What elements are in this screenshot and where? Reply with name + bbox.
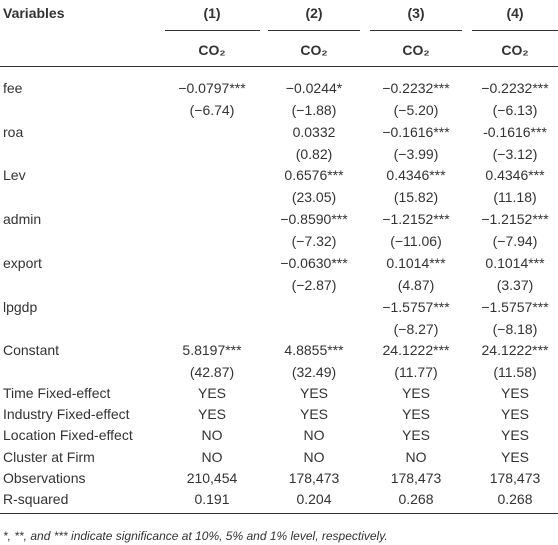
dependent-variable: CO₂ bbox=[501, 42, 529, 58]
coefficient: −0.0797*** bbox=[178, 80, 246, 96]
coefficient: −1.2152*** bbox=[481, 211, 549, 228]
coefficient: 5.8197*** bbox=[182, 342, 242, 359]
cell: YES bbox=[299, 385, 328, 401]
coefficient: −0.0630*** bbox=[280, 254, 348, 271]
column-header: (4) bbox=[506, 5, 524, 21]
cell: NO bbox=[405, 448, 427, 465]
cell: 0.268 bbox=[398, 491, 434, 507]
cell: YES bbox=[401, 385, 430, 401]
row-label: Location Fixed-effect bbox=[3, 427, 133, 444]
cell: 178,473 bbox=[288, 469, 340, 486]
dependent-variable: CO₂ bbox=[402, 42, 430, 58]
cell: 0.268 bbox=[497, 491, 533, 507]
cell: YES bbox=[500, 406, 529, 423]
variable-name: fee bbox=[3, 80, 23, 96]
variable-name: roa bbox=[3, 123, 24, 140]
t-statistic: (−7.32) bbox=[291, 233, 337, 250]
rule bbox=[370, 30, 462, 31]
coefficient: 4.8855*** bbox=[284, 342, 344, 359]
coefficient: 0.4346*** bbox=[386, 167, 446, 184]
cell: YES bbox=[299, 406, 328, 423]
t-statistic: (11.77) bbox=[394, 364, 438, 381]
t-statistic: (−5.20) bbox=[393, 102, 439, 118]
row-label: Industry Fixed-effect bbox=[3, 406, 130, 423]
cell: YES bbox=[401, 427, 430, 444]
coefficient: −0.8590*** bbox=[280, 211, 348, 228]
cell: NO bbox=[201, 427, 223, 444]
coefficient: 24.1222*** bbox=[481, 342, 549, 359]
column-header: (1) bbox=[203, 5, 221, 21]
row-label: Cluster at Firm bbox=[3, 448, 95, 465]
dependent-variable: CO₂ bbox=[198, 42, 226, 58]
rule bbox=[268, 30, 360, 31]
t-statistic: (−11.06) bbox=[390, 233, 442, 250]
t-statistic: (42.87) bbox=[189, 364, 235, 381]
cell: 210,454 bbox=[186, 469, 238, 486]
column-header: (3) bbox=[407, 5, 425, 21]
coefficient: −0.2232*** bbox=[481, 80, 549, 96]
variable-name: lpgdp bbox=[3, 298, 38, 315]
cell: YES bbox=[500, 385, 529, 401]
variable-name: admin bbox=[3, 211, 42, 228]
rule bbox=[472, 30, 558, 31]
coefficient: −0.0244* bbox=[285, 80, 343, 96]
variable-name: Lev bbox=[3, 167, 26, 184]
t-statistic: (−8.18) bbox=[492, 320, 538, 337]
cell: YES bbox=[197, 406, 226, 423]
coefficient: 0.6576*** bbox=[284, 167, 344, 184]
cell: NO bbox=[303, 448, 325, 465]
column-header: (2) bbox=[305, 5, 323, 21]
t-statistic: (11.58) bbox=[493, 364, 537, 381]
cell: YES bbox=[401, 406, 430, 423]
coefficient: −1.5757*** bbox=[382, 298, 450, 315]
coefficient: 0.4346*** bbox=[485, 167, 545, 184]
cell: NO bbox=[201, 448, 223, 465]
cell: 0.191 bbox=[194, 491, 230, 507]
t-statistic: (−7.94) bbox=[492, 233, 538, 250]
header-label: Variables bbox=[3, 5, 65, 21]
coefficient: -0.1616*** bbox=[483, 123, 547, 140]
coefficient: −0.2232*** bbox=[382, 80, 450, 96]
cell: YES bbox=[197, 385, 226, 401]
footnote: *, **, and *** indicate significance at … bbox=[3, 529, 388, 543]
t-statistic: (−6.13) bbox=[492, 102, 538, 118]
t-statistic: (−6.74) bbox=[189, 102, 235, 118]
t-statistic: (3.37) bbox=[496, 276, 534, 293]
t-statistic: (0.82) bbox=[295, 145, 333, 162]
t-statistic: (−3.99) bbox=[393, 145, 439, 162]
t-statistic: (11.18) bbox=[493, 189, 537, 206]
dependent-variable: CO₂ bbox=[300, 42, 328, 58]
rule bbox=[0, 513, 558, 514]
t-statistic: (−3.12) bbox=[492, 145, 538, 162]
rule bbox=[0, 66, 558, 67]
t-statistic: (15.82) bbox=[393, 189, 439, 206]
coefficient: 24.1222*** bbox=[382, 342, 450, 359]
coefficient: 0.1014*** bbox=[485, 254, 545, 271]
t-statistic: (23.05) bbox=[291, 189, 337, 206]
t-statistic: (32.49) bbox=[291, 364, 337, 381]
coefficient: −0.1616*** bbox=[382, 123, 450, 140]
rule bbox=[165, 30, 260, 31]
row-label: R-squared bbox=[3, 491, 69, 507]
t-statistic: (−1.88) bbox=[291, 102, 337, 118]
cell: YES bbox=[500, 427, 529, 444]
t-statistic: (−8.27) bbox=[393, 320, 439, 337]
t-statistic: (4.87) bbox=[397, 276, 435, 293]
coefficient: −1.5757*** bbox=[481, 298, 549, 315]
cell: 178,473 bbox=[489, 469, 541, 486]
cell: 0.204 bbox=[296, 491, 332, 507]
row-label: Observations bbox=[3, 469, 86, 486]
variable-name: export bbox=[3, 254, 42, 271]
t-statistic: (−2.87) bbox=[291, 276, 337, 293]
coefficient: 0.1014*** bbox=[386, 254, 446, 271]
cell: 178,473 bbox=[390, 469, 442, 486]
cell: YES bbox=[500, 448, 529, 465]
coefficient: 0.0332 bbox=[292, 123, 336, 140]
cell: NO bbox=[303, 427, 325, 444]
row-label: Time Fixed-effect bbox=[3, 385, 111, 401]
variable-name: Constant bbox=[3, 342, 60, 359]
coefficient: −1.2152*** bbox=[382, 211, 450, 228]
